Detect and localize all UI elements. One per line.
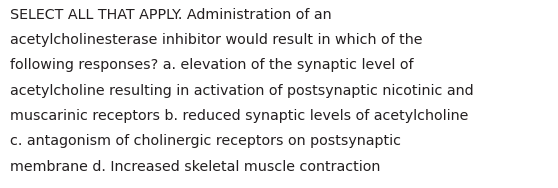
Text: membrane d. Increased skeletal muscle contraction: membrane d. Increased skeletal muscle co… xyxy=(10,160,381,174)
Text: SELECT ALL THAT APPLY. Administration of an: SELECT ALL THAT APPLY. Administration of… xyxy=(10,8,331,21)
Text: acetylcholine resulting in activation of postsynaptic nicotinic and: acetylcholine resulting in activation of… xyxy=(10,84,474,98)
Text: muscarinic receptors b. reduced synaptic levels of acetylcholine: muscarinic receptors b. reduced synaptic… xyxy=(10,109,468,123)
Text: acetylcholinesterase inhibitor would result in which of the: acetylcholinesterase inhibitor would res… xyxy=(10,33,422,47)
Text: c. antagonism of cholinergic receptors on postsynaptic: c. antagonism of cholinergic receptors o… xyxy=(10,134,401,148)
Text: following responses? a. elevation of the synaptic level of: following responses? a. elevation of the… xyxy=(10,58,413,72)
